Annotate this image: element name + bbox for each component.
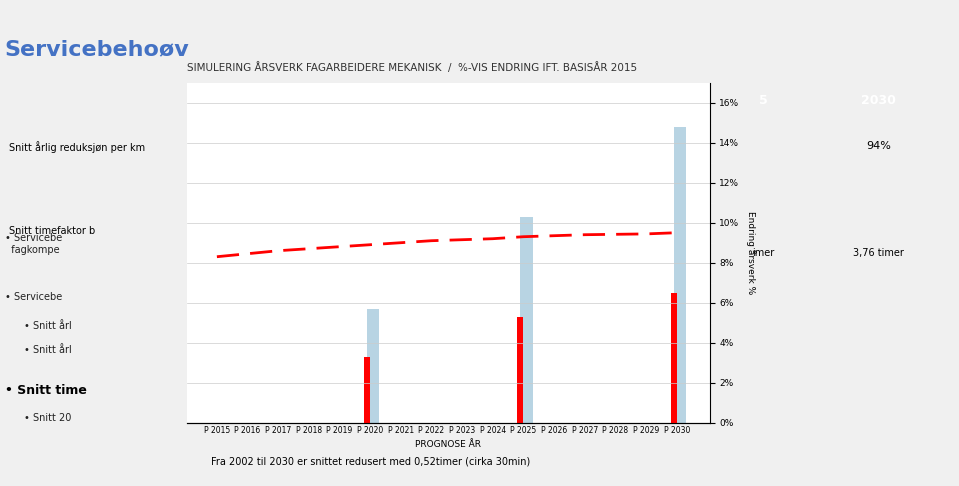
Antall årsverk SIMULERT (272, 248, 284, 254)
Bar (367, 309, 380, 423)
Text: • Snitt time: • Snitt time (5, 384, 86, 397)
Text: • Snitt 20: • Snitt 20 (24, 413, 71, 423)
Text: Servicebehoøv: Servicebehoøv (5, 39, 190, 59)
Antall årsverk SIMULERT (518, 234, 529, 240)
Text: • Snitt årl: • Snitt årl (24, 345, 72, 355)
Antall årsverk SIMULERT (426, 238, 437, 243)
Text: 5: 5 (759, 94, 768, 107)
Text: • Servicebe: • Servicebe (5, 292, 62, 302)
Text: SIMULERING ÅRSVERK FAGARBEIDERE MEKANISK  /  %-VIS ENDRING IFT. BASISÅR 2015: SIMULERING ÅRSVERK FAGARBEIDERE MEKANISK… (187, 62, 637, 73)
Text: 2030: 2030 (861, 94, 896, 107)
Text: 3,76 timer: 3,76 timer (853, 248, 904, 258)
Antall årsverk SIMULERT (610, 231, 621, 237)
Antall årsverk SIMULERT (303, 246, 315, 252)
Text: Snitt årlig reduksjøn per km: Snitt årlig reduksjøn per km (10, 141, 146, 153)
Text: Snitt timefaktor b: Snitt timefaktor b (10, 226, 96, 236)
Text: imer: imer (752, 248, 775, 258)
Antall årsverk SIMULERT (549, 233, 560, 239)
Antall årsverk SIMULERT (364, 242, 376, 248)
Antall årsverk SIMULERT (242, 251, 253, 257)
Line: Antall årsverk SIMULERT: Antall årsverk SIMULERT (217, 233, 677, 257)
Antall årsverk SIMULERT (487, 236, 499, 242)
Bar (673, 127, 686, 423)
Bar (517, 317, 524, 423)
Text: Fra 2002 til 2030 er snittet redusert med 0,52timer (cirka 30min): Fra 2002 til 2030 er snittet redusert me… (211, 457, 530, 467)
Bar (670, 293, 677, 423)
Y-axis label: Endring årsverk %: Endring årsverk % (746, 211, 757, 295)
Antall årsverk SIMULERT (579, 232, 591, 238)
Antall årsverk SIMULERT (641, 231, 652, 237)
Text: 94%: 94% (866, 141, 891, 151)
X-axis label: PROGNOSE ÅR: PROGNOSE ÅR (415, 440, 481, 449)
Antall årsverk SIMULERT (334, 244, 345, 250)
Text: • Servicebe
  fagkompe: • Servicebe fagkompe (5, 233, 62, 255)
Bar (364, 357, 370, 423)
Antall årsverk SIMULERT (211, 254, 222, 260)
Text: • Snitt årl: • Snitt årl (24, 321, 72, 331)
Antall årsverk SIMULERT (395, 240, 407, 245)
Antall årsverk SIMULERT (671, 230, 683, 236)
Bar (521, 217, 532, 423)
Antall årsverk SIMULERT (456, 237, 468, 243)
